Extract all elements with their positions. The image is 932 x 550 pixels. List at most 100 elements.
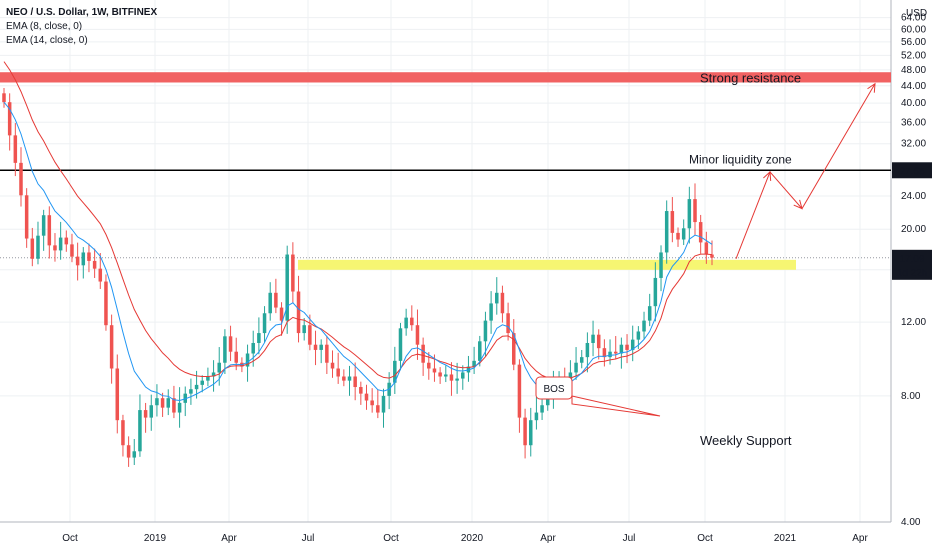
candle-body [506, 313, 510, 334]
candle-body [647, 306, 652, 321]
candle-body [398, 328, 403, 361]
candle-body [376, 405, 380, 413]
y-tick-label: 40.00 [901, 98, 926, 109]
weekly-support-label: Weekly Support [700, 433, 792, 448]
candle-body [81, 252, 86, 266]
candle-body [517, 364, 522, 418]
candle-body [636, 331, 641, 340]
candle-body [155, 398, 159, 406]
legend-symbol: NEO / U.S. Dollar, 1W, BITFINEX [6, 7, 158, 18]
candle-body [98, 268, 103, 282]
candle-body [285, 254, 289, 321]
candle-body [681, 228, 686, 240]
liquidity-price-badge-label: 27.65 [899, 166, 924, 177]
candle-body [579, 357, 584, 363]
candle-body [410, 317, 414, 326]
bos-callout-box [535, 376, 573, 400]
y-tick-label: 8.00 [901, 391, 921, 402]
candle-body [19, 162, 23, 196]
candle-body [262, 313, 267, 334]
candle-body [2, 93, 6, 103]
y-tick-label: 4.00 [901, 517, 921, 528]
candle-body [138, 410, 142, 452]
candle-body [585, 342, 590, 358]
candle-body [143, 410, 148, 418]
candle-body [126, 445, 131, 458]
candle-body [87, 252, 91, 261]
x-tick-label: 2019 [144, 533, 167, 544]
candle-body [523, 417, 527, 446]
chart-legend: NEO / U.S. Dollar, 1W, BITFINEX EMA (8, … [6, 6, 157, 48]
candle-body [704, 242, 709, 255]
candle-body [7, 102, 12, 136]
strong-resistance-label: Strong resistance [700, 70, 801, 85]
candle-body [653, 277, 658, 307]
candle-body [455, 378, 459, 381]
candle-body [36, 235, 40, 259]
candle-body [223, 336, 227, 363]
candle-body [291, 254, 295, 292]
candle-body [245, 353, 250, 367]
candle-body [359, 387, 363, 394]
candle-body [404, 317, 408, 329]
candle-body [342, 376, 346, 381]
candle-body [132, 451, 137, 458]
candle-body [166, 398, 171, 408]
candle-body [160, 398, 165, 408]
candle-body [449, 374, 454, 381]
y-tick-label: 52.00 [901, 50, 926, 61]
y-axis-title: USD [906, 8, 927, 19]
candle-body [540, 405, 544, 413]
bos-label: BOS [543, 384, 564, 395]
minor-liquidity-label: Minor liquidity zone [689, 152, 792, 166]
candle-body [30, 238, 35, 259]
candle-body [693, 199, 697, 223]
candle-body [687, 199, 692, 229]
y-tick-label: 12.00 [901, 317, 926, 328]
candle-body [279, 307, 284, 321]
candle-body [602, 348, 607, 358]
y-tick-label: 64.00 [901, 13, 926, 24]
candle-body [183, 393, 188, 403]
x-tick-label: 2021 [774, 533, 797, 544]
candle-body [313, 344, 318, 350]
candle-body [489, 303, 493, 321]
candle-body [461, 372, 465, 379]
ema8-line [3, 101, 713, 402]
candle-body [200, 380, 204, 385]
candle-body [528, 420, 533, 446]
projection-arrowhead [867, 82, 876, 93]
legend-ema8: EMA (8, close, 0) [6, 21, 83, 32]
candle-body [625, 344, 629, 350]
candle-body [478, 341, 482, 361]
candle-body [500, 292, 505, 314]
candle-body [24, 195, 29, 239]
candle-body [234, 351, 238, 363]
candle-body [472, 360, 476, 367]
resistance-zone [0, 72, 891, 83]
candle-body [64, 237, 69, 245]
candle-body [121, 420, 125, 446]
candle-body [13, 135, 18, 163]
candle-body [432, 368, 437, 373]
candle-body [211, 372, 216, 377]
x-tick-label: Oct [383, 533, 399, 544]
y-tick-label: 20.00 [901, 224, 926, 235]
candle-body [444, 374, 448, 377]
y-tick-label: 36.00 [901, 117, 926, 128]
projection-arrowhead [793, 199, 803, 210]
candle-body [189, 389, 193, 394]
candle-body [268, 292, 272, 314]
candle-body [319, 344, 323, 350]
candle-body [251, 342, 255, 354]
x-tick-label: Jul [623, 533, 636, 544]
liquidity-price-badge [892, 162, 932, 179]
candle-body [574, 362, 578, 373]
candle-body [483, 320, 488, 342]
legend-ema14: EMA (14, close, 0) [6, 35, 88, 46]
x-tick-label: Apr [221, 533, 237, 544]
candle-body [698, 222, 703, 243]
candle-body [115, 368, 120, 421]
